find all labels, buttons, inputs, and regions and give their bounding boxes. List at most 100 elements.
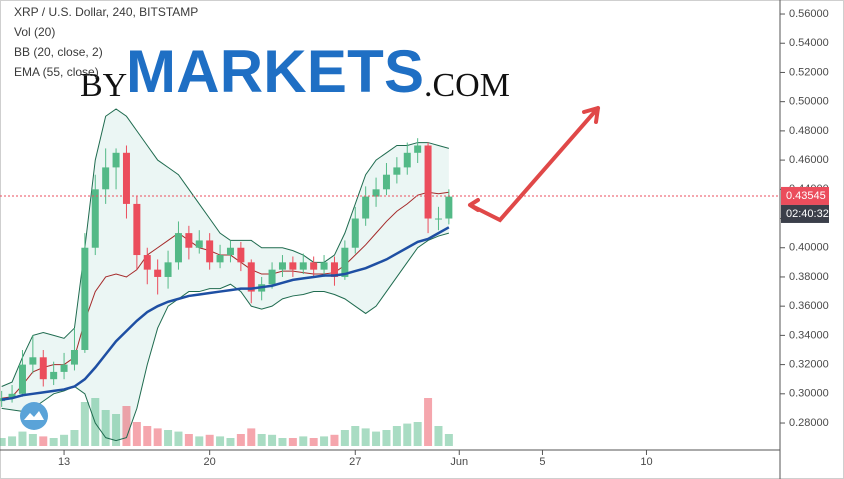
volume-bar xyxy=(39,436,48,446)
volume-bar xyxy=(413,422,422,446)
legend-ema: EMA (55, close) xyxy=(14,65,99,79)
candle-body xyxy=(133,203,141,256)
candle-body xyxy=(393,167,401,175)
candle-body xyxy=(18,364,26,394)
candle-body xyxy=(289,262,297,270)
volume-bar xyxy=(101,410,110,446)
volume-bar xyxy=(205,434,214,446)
watermark: BY MARKETS .COM xyxy=(80,38,510,105)
candle-body xyxy=(81,247,89,350)
candle-body xyxy=(434,218,442,220)
y-tick-label: 0.30000 xyxy=(789,388,829,400)
bb-lower xyxy=(1,232,449,442)
volume-bar xyxy=(372,431,381,446)
volume-bar xyxy=(351,426,360,446)
candle-body xyxy=(403,152,411,168)
last-price-box xyxy=(781,186,829,205)
volume-bar xyxy=(382,430,391,446)
candle-body xyxy=(174,233,182,263)
last-price-label: 0.43545 xyxy=(786,190,826,202)
candle-body xyxy=(247,262,255,292)
volume-bar xyxy=(288,438,297,446)
volume-bar xyxy=(18,431,27,446)
volume-bar xyxy=(340,430,349,446)
countdown-box xyxy=(781,204,829,223)
volume-bar xyxy=(444,434,453,446)
candle-body xyxy=(29,357,37,365)
volume-bar xyxy=(361,428,370,446)
watermark-by: BY xyxy=(80,67,127,104)
volume-bar xyxy=(49,438,58,446)
watermark-brand: MARKETS xyxy=(126,38,424,105)
volume-bar xyxy=(164,430,173,446)
legend-volume: Vol (20) xyxy=(14,25,55,39)
volume-bar xyxy=(299,436,308,446)
candle-body xyxy=(39,357,47,380)
volume-bar xyxy=(257,434,266,446)
volume-bar xyxy=(153,428,162,446)
volume-bar xyxy=(112,414,121,446)
volume-bar xyxy=(122,406,131,446)
bb-upper xyxy=(1,108,449,387)
volume-bar xyxy=(392,426,401,446)
candle-body xyxy=(206,240,214,263)
y-tick-label: 0.34000 xyxy=(789,329,829,341)
y-tick-label: 0.36000 xyxy=(789,300,829,312)
candle-body xyxy=(112,152,120,168)
volume-bar xyxy=(8,436,17,446)
watermark-suffix: .COM xyxy=(424,67,510,104)
candle-body xyxy=(102,167,110,190)
y-tick-label: 0.32000 xyxy=(789,358,829,370)
candle-body xyxy=(268,269,276,285)
volume-bar xyxy=(195,436,204,446)
volume-bar xyxy=(174,431,183,446)
y-tick-label: 0.28000 xyxy=(789,417,829,429)
candle-body xyxy=(362,196,370,219)
x-tick-label: 27 xyxy=(349,456,361,468)
candle-body xyxy=(216,255,224,263)
volume-bar xyxy=(132,422,141,446)
candle-body xyxy=(330,262,338,277)
y-tick-label: 0.54000 xyxy=(789,37,829,49)
volume-bar xyxy=(403,423,412,446)
volume-bar xyxy=(0,438,6,446)
x-tick-label: Jun xyxy=(450,456,468,468)
volume-bar xyxy=(216,436,225,446)
x-tick-label: 13 xyxy=(58,456,70,468)
candle-body xyxy=(299,262,307,270)
y-tick-label: 0.40000 xyxy=(789,242,829,254)
volume-bar xyxy=(143,426,152,446)
forecast-arrow xyxy=(468,106,600,223)
ema-line xyxy=(1,226,450,401)
tv-logo xyxy=(20,402,48,430)
candle-body xyxy=(143,255,151,270)
candle-body xyxy=(424,145,432,219)
volume-bar xyxy=(184,434,193,446)
candle-body xyxy=(122,152,130,204)
candle-body xyxy=(164,262,172,277)
candle-body xyxy=(185,233,193,248)
volume-bar xyxy=(28,434,37,446)
y-tick-label: 0.48000 xyxy=(789,125,829,137)
countdown-label: 02:40:32 xyxy=(786,208,829,220)
volume-bar xyxy=(424,398,433,446)
y-tick-label: 0.56000 xyxy=(789,8,829,20)
volume-bar xyxy=(247,428,256,446)
legend-title: XRP / U.S. Dollar, 240, BITSTAMP xyxy=(14,5,198,19)
candle-body xyxy=(50,371,58,380)
volume-bar xyxy=(70,430,79,446)
candle-body xyxy=(237,247,245,263)
candle-body xyxy=(414,145,422,153)
volume-bar xyxy=(330,434,339,446)
volume-bar xyxy=(278,438,287,446)
candle-body xyxy=(154,269,162,277)
bb-fill xyxy=(1,108,449,441)
candle-body xyxy=(8,393,16,399)
candle-body xyxy=(320,262,328,270)
candle-body xyxy=(278,262,286,270)
y-tick-label: 0.38000 xyxy=(789,271,829,283)
x-tick-label: 5 xyxy=(539,456,545,468)
candle-body xyxy=(226,247,234,256)
candle-body xyxy=(445,196,453,219)
